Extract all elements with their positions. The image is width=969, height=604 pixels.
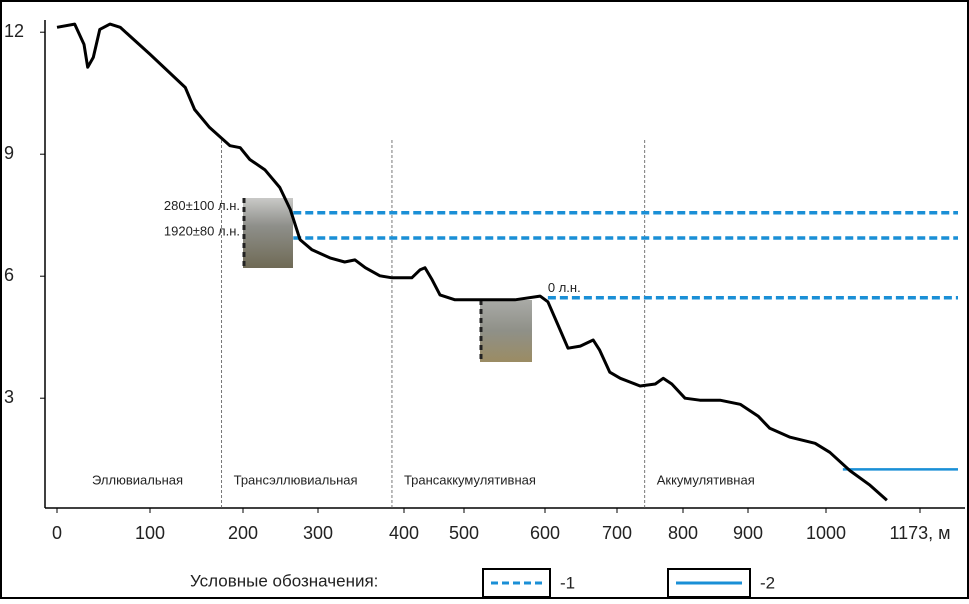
x-tick-label: 300 [303, 523, 333, 543]
zone-label: Аккумулятивная [657, 472, 755, 487]
level-label: 1920±80 л.н. [164, 223, 240, 238]
x-tick-label: 100 [135, 523, 165, 543]
photo [242, 198, 293, 268]
photo [479, 300, 532, 362]
legend-label: -2 [760, 573, 775, 592]
y-tick-label: 12 [4, 21, 24, 41]
legend-label: -1 [560, 573, 575, 592]
legend-box [482, 568, 551, 598]
x-tick-label: 400 [389, 523, 419, 543]
y-tick-label: 3 [4, 387, 14, 407]
level-label: 280±100 л.н. [164, 198, 240, 213]
y-tick-label: 9 [4, 143, 14, 163]
x-tick-label: 500 [449, 523, 479, 543]
level-label: 0 л.н. [548, 280, 581, 295]
x-tick-label: 200 [228, 523, 258, 543]
zone-label: Трансэллювиальная [234, 472, 358, 487]
legend-box [667, 568, 751, 598]
x-tick-label: 700 [602, 523, 632, 543]
x-tick-label: 1173, м [889, 523, 950, 543]
legend-title: Условные обозначения: [190, 571, 378, 590]
profile-line [56, 22, 888, 502]
x-tick-label: 1000 [806, 523, 846, 543]
x-tick-label: 600 [530, 523, 560, 543]
zone-label: Трансаккумулятивная [404, 472, 536, 487]
x-tick-label: 800 [668, 523, 698, 543]
x-tick-label: 0 [52, 523, 62, 543]
x-tick-label: 900 [733, 523, 763, 543]
y-tick-label: 6 [4, 265, 14, 285]
zone-label: Эллювиальная [92, 472, 183, 487]
